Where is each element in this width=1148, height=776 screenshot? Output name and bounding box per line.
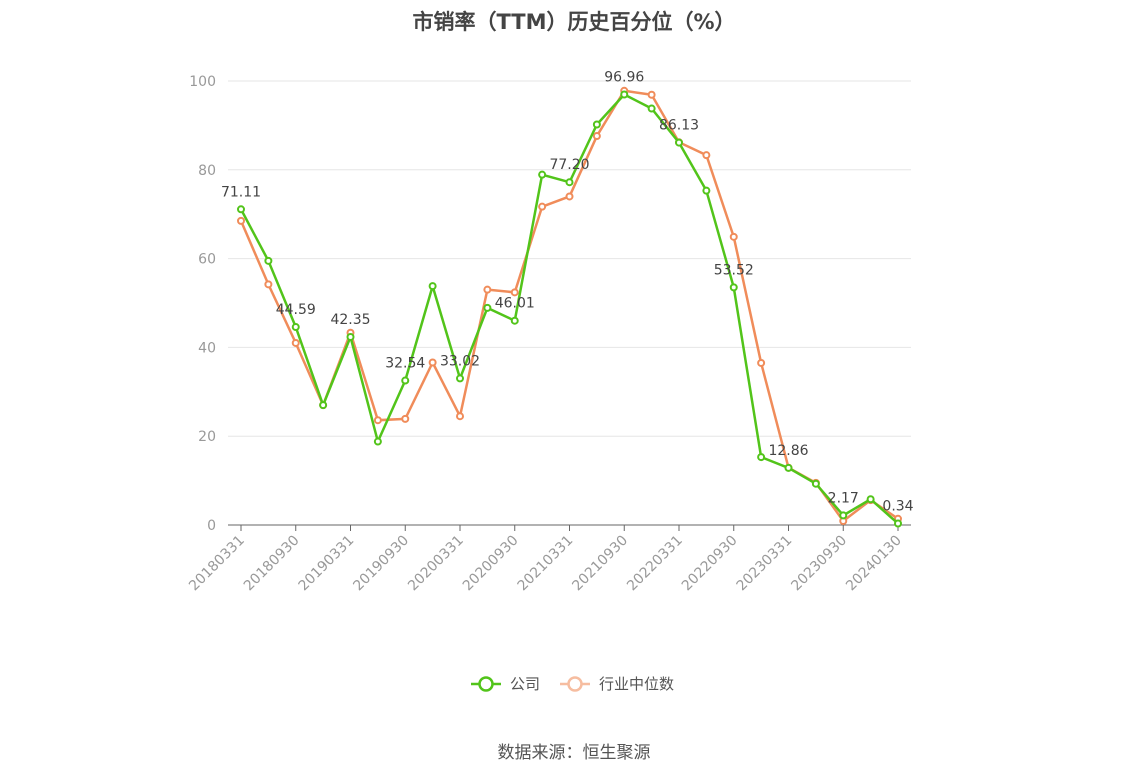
- industry-point: [729, 232, 738, 241]
- y-tick-label: 20: [198, 429, 216, 445]
- x-tick-label: 20200331: [405, 533, 467, 595]
- data-source: 数据来源：恒生聚源: [497, 743, 651, 763]
- y-tick-label: 0: [207, 518, 216, 534]
- industry-point: [373, 416, 382, 425]
- company-point: [729, 283, 738, 292]
- company-point: [237, 205, 245, 214]
- y-tick-label: 40: [198, 340, 216, 356]
- industry-point: [483, 285, 492, 294]
- industry-point: [565, 192, 574, 201]
- company-point: [319, 401, 328, 410]
- industry-point: [237, 216, 245, 225]
- company-point: [483, 303, 492, 312]
- data-label: 44.59: [276, 302, 316, 318]
- company-point: [565, 178, 574, 187]
- data-label: 77.20: [549, 157, 589, 173]
- company-point: [510, 316, 519, 325]
- legend-industry-label: 行业中位数: [599, 675, 674, 693]
- company-point: [456, 374, 464, 383]
- data-label: 33.02: [440, 353, 480, 369]
- company-point: [538, 170, 547, 179]
- x-tick-label: 20220331: [624, 533, 686, 595]
- y-tick-label: 100: [189, 74, 216, 90]
- industry-point: [538, 202, 547, 211]
- company-point: [866, 495, 875, 504]
- company-point: [757, 453, 766, 462]
- x-tick-label: 20180331: [186, 533, 248, 595]
- company-point: [264, 256, 273, 265]
- company-point: [346, 332, 355, 341]
- data-label: 46.01: [495, 296, 535, 312]
- company-point: [811, 479, 820, 488]
- x-tick-label: 20240130: [843, 533, 905, 595]
- industry-point: [264, 280, 273, 289]
- x-tick-label: 20230331: [734, 533, 796, 595]
- industry-point: [428, 358, 437, 367]
- company-point: [401, 376, 410, 385]
- industry-point: [757, 358, 766, 367]
- data-label: 53.52: [714, 262, 754, 278]
- data-label: 2.17: [828, 490, 859, 506]
- legend-industry-marker: [567, 676, 583, 692]
- data-label: 42.35: [330, 312, 370, 328]
- x-tick-label: 20190930: [350, 533, 412, 595]
- y-tick-label: 80: [198, 163, 216, 179]
- industry-point: [401, 414, 410, 423]
- x-tick-label: 20230930: [788, 533, 850, 595]
- chart-title: 市销率（TTM）历史百分位（%）: [412, 10, 736, 34]
- data-label: 12.86: [768, 443, 808, 459]
- data-label: 32.54: [385, 356, 425, 372]
- series-layer: [237, 86, 902, 528]
- legend-company-marker: [478, 676, 494, 692]
- x-tick-label: 20210930: [569, 533, 631, 595]
- x-tick-label: 20190331: [296, 533, 358, 595]
- industry-point: [592, 132, 601, 141]
- company-point: [784, 463, 793, 472]
- data-label: 96.96: [604, 69, 644, 85]
- company-point: [428, 282, 437, 291]
- company-point: [647, 104, 656, 113]
- y-tick-label: 60: [198, 252, 216, 268]
- company-point: [592, 120, 601, 129]
- company-point: [675, 138, 683, 147]
- line-chart: 0 20 40 60 80 100 2018033120180930201903312019…: [186, 69, 914, 693]
- axis-layer: 0 20 40 60 80 100 2018033120180930201903312019…: [186, 74, 911, 594]
- industry-point: [456, 412, 464, 421]
- industry-point: [291, 338, 300, 347]
- x-tick-label: 20210331: [515, 533, 577, 595]
- data-label: 71.11: [221, 184, 261, 200]
- data-label-layer: 71.11 44.59 42.35 32.54 33.02 46.01 77.20 96.96…: [221, 69, 914, 514]
- x-tick-label: 20180930: [241, 533, 303, 595]
- industry-point: [510, 288, 519, 297]
- legend-company-label: 公司: [510, 675, 540, 693]
- data-label: 86.13: [659, 118, 699, 134]
- company-point: [373, 437, 382, 446]
- industry-point: [647, 90, 656, 99]
- company-point: [894, 519, 902, 528]
- industry-point: [702, 151, 711, 160]
- data-label: 0.34: [882, 498, 913, 514]
- legend: 公司 行业中位数: [471, 675, 674, 693]
- grid-layer: [228, 80, 911, 437]
- x-tick-label: 20220930: [679, 533, 741, 595]
- x-tick-label: 20200930: [460, 533, 522, 595]
- company-point: [839, 511, 848, 520]
- company-point: [620, 90, 629, 99]
- company-point: [291, 323, 300, 332]
- company-point: [702, 186, 711, 195]
